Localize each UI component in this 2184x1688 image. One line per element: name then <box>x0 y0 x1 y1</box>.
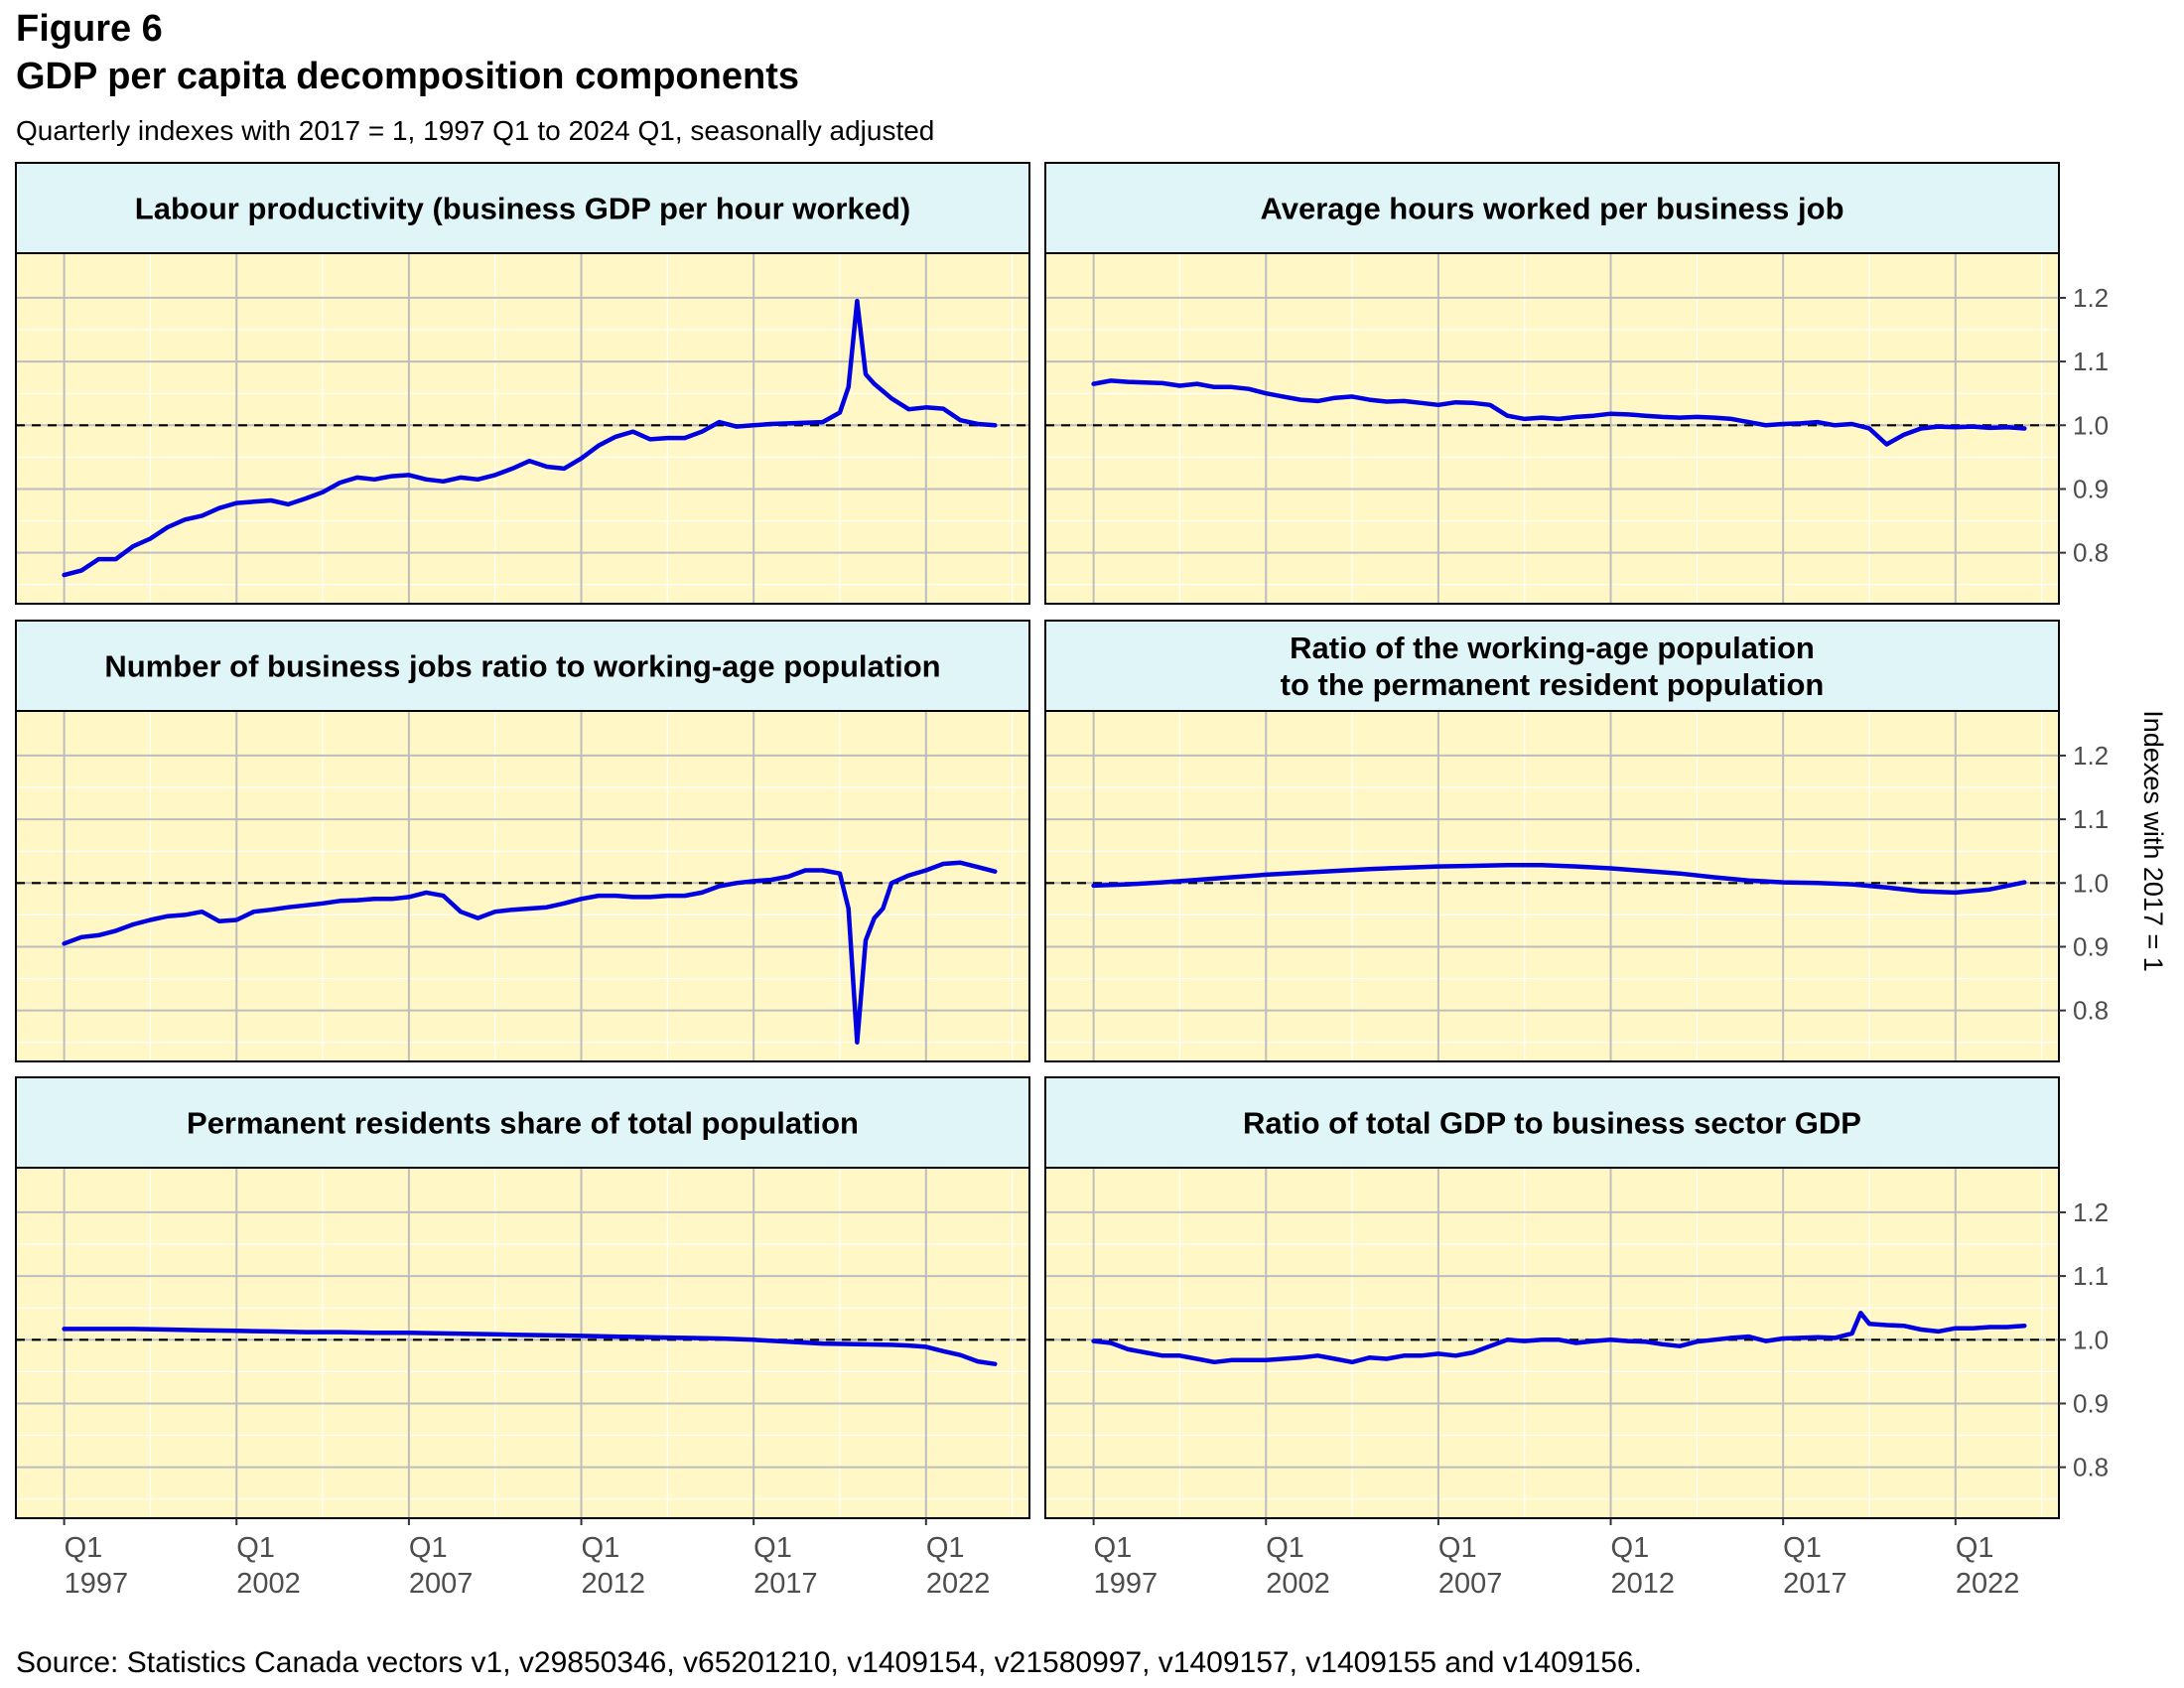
panel-title: Labour productivity (business GDP per ho… <box>135 192 910 226</box>
x-tick-label: 2022 <box>1956 1568 2020 1600</box>
series-line <box>62 860 998 1045</box>
panel-title: Ratio of total GDP to business sector GD… <box>1243 1106 1861 1141</box>
y-axis-label: Indexes with 2017 = 1 <box>2138 710 2168 971</box>
x-tick-label: Q1 <box>1956 1532 1994 1564</box>
plot-background <box>1045 1168 2059 1518</box>
plot-background <box>16 711 1029 1061</box>
panel-title: Permanent residents share of total popul… <box>187 1106 859 1141</box>
x-tick-label: 1997 <box>65 1568 129 1600</box>
plot-background <box>1045 711 2059 1061</box>
panel-6: Ratio of total GDP to business sector GD… <box>1044 1076 2109 1600</box>
x-tick-label: Q1 <box>1783 1532 1822 1564</box>
y-tick-label: 1.0 <box>2073 1325 2109 1354</box>
x-tick-label: 2017 <box>1783 1568 1847 1600</box>
y-tick-label: 1.0 <box>2073 410 2109 440</box>
panel-5: Permanent residents share of total popul… <box>15 1076 1030 1600</box>
panel-border <box>1044 252 2060 605</box>
x-tick-label: 2007 <box>1438 1568 1503 1600</box>
y-tick-label: 0.9 <box>2073 931 2109 961</box>
y-tick-label: 0.9 <box>2073 474 2109 503</box>
panel-title: Average hours worked per business job <box>1260 192 1843 226</box>
panel-strip <box>15 1076 1030 1169</box>
x-tick-label: Q1 <box>1611 1532 1650 1564</box>
y-tick-label: 0.8 <box>2073 1453 2109 1482</box>
x-tick-label: 2017 <box>753 1568 818 1600</box>
x-tick-label: 2022 <box>926 1568 991 1600</box>
panel-border <box>15 710 1030 1062</box>
y-tick-label: 1.1 <box>2073 804 2109 834</box>
panel-3: Number of business jobs ratio to working… <box>15 620 1030 1062</box>
panel-title: to the permanent resident population <box>1281 667 1825 702</box>
panel-strip <box>1044 1076 2060 1169</box>
panel-title: Number of business jobs ratio to working… <box>104 649 940 684</box>
plot-background <box>16 253 1029 604</box>
y-tick-label: 0.8 <box>2073 996 2109 1026</box>
panel-border <box>15 1167 1030 1519</box>
figure-title: GDP per capita decomposition components <box>16 56 799 97</box>
panel-1: Labour productivity (business GDP per ho… <box>15 162 1030 605</box>
series-line <box>1091 1311 2027 1365</box>
x-tick-label: Q1 <box>409 1532 448 1564</box>
source-note: Source: Statistics Canada vectors v1, v2… <box>16 1646 1642 1679</box>
series-line <box>62 1327 998 1366</box>
x-tick-label: Q1 <box>236 1532 275 1564</box>
panel-strip <box>15 162 1030 254</box>
panel-2: Average hours worked per business job 0.8… <box>1044 162 2109 605</box>
y-tick-label: 1.2 <box>2073 283 2109 313</box>
series-line <box>1091 378 2027 447</box>
series-line <box>1091 863 2027 896</box>
y-tick-label: 1.2 <box>2073 741 2109 771</box>
x-tick-label: Q1 <box>65 1532 103 1564</box>
panel-strip <box>1044 162 2060 254</box>
y-tick-label: 0.8 <box>2073 538 2109 568</box>
y-tick-label: 1.2 <box>2073 1197 2109 1227</box>
x-tick-label: 2002 <box>1266 1568 1330 1600</box>
series-line <box>62 298 998 578</box>
x-tick-label: 1997 <box>1094 1568 1159 1600</box>
panel-title: Ratio of the working-age population <box>1290 631 1815 665</box>
x-tick-label: Q1 <box>753 1532 792 1564</box>
x-tick-label: Q1 <box>582 1532 620 1564</box>
x-tick-label: 2002 <box>236 1568 301 1600</box>
x-tick-label: 2007 <box>409 1568 474 1600</box>
figure-label: Figure 6 <box>16 8 163 50</box>
y-tick-label: 0.9 <box>2073 1388 2109 1418</box>
panel-border <box>1044 710 2060 1062</box>
x-tick-label: Q1 <box>1438 1532 1477 1564</box>
panel-strip <box>1044 620 2060 712</box>
x-tick-label: Q1 <box>926 1532 965 1564</box>
y-tick-label: 1.0 <box>2073 868 2109 898</box>
x-tick-label: 2012 <box>1611 1568 1676 1600</box>
x-tick-label: Q1 <box>1266 1532 1304 1564</box>
panel-border <box>1044 1167 2060 1519</box>
panel-strip <box>15 620 1030 712</box>
plot-background <box>1045 253 2059 604</box>
y-tick-label: 1.1 <box>2073 347 2109 376</box>
x-tick-label: Q1 <box>1094 1532 1133 1564</box>
y-tick-label: 1.1 <box>2073 1261 2109 1291</box>
panel-border <box>15 252 1030 605</box>
x-tick-label: 2012 <box>582 1568 646 1600</box>
figure-subtitle: Quarterly indexes with 2017 = 1, 1997 Q1… <box>16 115 935 146</box>
